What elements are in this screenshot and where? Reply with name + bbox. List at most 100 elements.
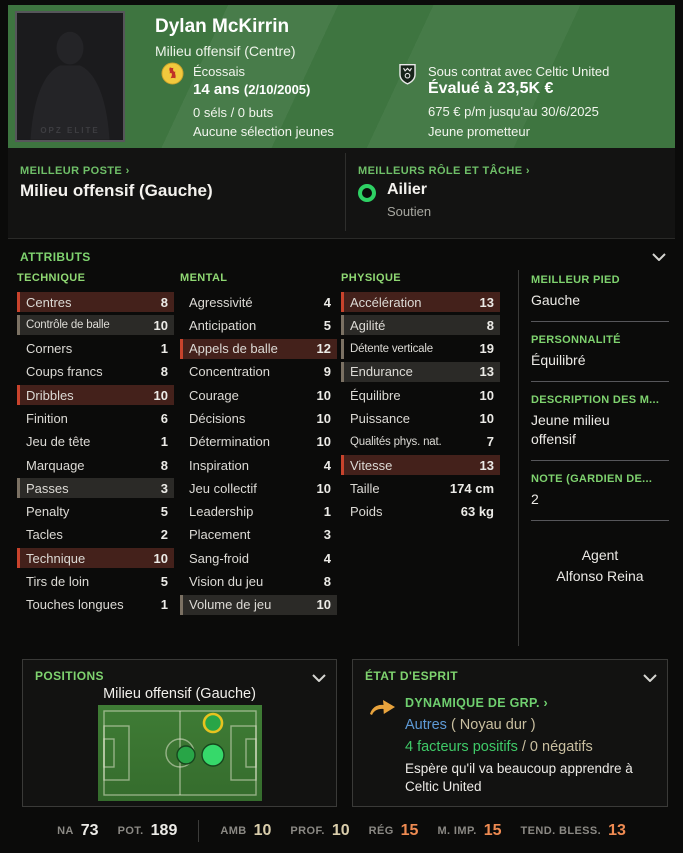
attribute-value: 8	[323, 574, 331, 590]
positive-factors-link[interactable]: 4 facteurs positifs	[405, 739, 518, 755]
divider	[531, 321, 669, 322]
attribute-value: 6	[160, 410, 168, 426]
attribute-value: 8	[160, 457, 168, 473]
player-header: OPZ ELITE Dylan McKirrin Milieu offensif…	[8, 5, 675, 148]
social-group-line: Autres ( Noyau dur )	[405, 717, 536, 733]
best-position-value: Milieu offensif (Gauche)	[20, 181, 213, 200]
attribute-label: Finition	[26, 410, 68, 426]
attribute-row: Agilité 8	[341, 315, 500, 336]
player-natural-position: Milieu offensif (Centre)	[155, 43, 296, 59]
attribute-label: Courage	[189, 387, 239, 403]
attribute-row: Sang-froid 4	[180, 548, 337, 568]
social-group-detail: ( Noyau dur )	[446, 717, 536, 733]
birthdate-value: (2/10/2005)	[243, 82, 311, 97]
attribute-label: Jeu collectif	[189, 480, 257, 496]
state-of-mind-panel: ÉTAT D'ESPRIT DYNAMIQUE DE GRP. › Autres…	[352, 659, 668, 807]
attribute-value: 3	[323, 527, 331, 543]
negative-factors-label: 0 négatifs	[529, 739, 593, 755]
attribute-row: Appels de balle 12	[180, 338, 337, 359]
position-dot[interactable]	[176, 745, 196, 765]
attribute-value: 9	[323, 364, 331, 380]
attribute-value: 1	[323, 504, 331, 520]
stat-value: 10	[331, 821, 350, 839]
hidden-attribute-stat: POT. 189	[118, 822, 178, 840]
best-role-link[interactable]: MEILLEURS RÔLE ET TÂCHE ›	[358, 165, 530, 177]
attribute-value: 63 kg	[460, 504, 494, 520]
youth-caps-label: Aucune sélection jeunes	[193, 124, 334, 139]
best-position-link[interactable]: MEILLEUR POSTE ›	[20, 165, 130, 177]
attribute-row: Courage 10	[180, 385, 337, 405]
positions-panel: POSITIONS Milieu offensif (Gauche)	[22, 659, 337, 807]
player-photo[interactable]: OPZ ELITE	[15, 11, 125, 142]
attribute-label: Vision du jeu	[189, 574, 264, 590]
attribute-value: 10	[153, 317, 168, 333]
attribute-row: Taille 174 cm	[341, 478, 500, 498]
sidebar-section-value: 2	[531, 491, 539, 507]
attribute-row: Technique 10	[17, 548, 174, 569]
stat-label: NA	[57, 824, 74, 837]
attribute-row: Volume de jeu 10	[180, 594, 337, 615]
sidebar-section: DESCRIPTION DES M... Jeune milieu offensif	[531, 394, 669, 449]
position-pitch-map[interactable]	[98, 705, 262, 801]
photo-watermark: OPZ ELITE	[40, 126, 100, 135]
transfer-value-label: Évalué à 23,5K €	[428, 80, 554, 97]
divider	[198, 819, 200, 842]
attribute-value: 1	[160, 597, 168, 613]
selected-position-dot[interactable]	[202, 712, 224, 734]
technique-column-header: TECHNIQUE	[17, 272, 86, 284]
attribute-row: Penalty 5	[17, 502, 174, 522]
attribute-label: Touches longues	[26, 597, 124, 613]
caps-goals-label: 0 séls / 0 buts	[193, 105, 274, 120]
physique-attributes-column: PHYSIQUE Accélération 13 Agilité 8 Détente v…	[341, 272, 500, 525]
attribute-label: Jeu de tête	[26, 434, 91, 450]
physique-column-header: PHYSIQUE	[341, 272, 402, 284]
factors-separator: /	[517, 739, 530, 755]
scotland-federation-icon	[161, 62, 184, 85]
social-group-link[interactable]: Autres	[405, 717, 447, 733]
stat-label: M. IMP.	[437, 824, 477, 837]
attribute-row: Qualités phys. nat. 7	[341, 432, 500, 452]
attribute-row: Touches longues 1	[17, 595, 174, 615]
player-comment: Espère qu'il va beaucoup apprendre à Cel…	[405, 761, 633, 794]
position-dot[interactable]	[201, 743, 225, 767]
attribute-value: 5	[160, 504, 168, 520]
sidebar-section: NOTE (GARDIEN DE... 2	[531, 473, 669, 509]
attributes-collapse-chevron-icon[interactable]	[652, 248, 666, 266]
attribute-value: 13	[479, 364, 494, 380]
stat-value: 73	[80, 821, 99, 839]
attribute-row: Tacles 2	[17, 525, 174, 545]
stat-label: PROF.	[290, 824, 325, 837]
stat-label: AMB	[220, 824, 247, 837]
attribute-label: Volume de jeu	[189, 597, 272, 613]
positions-collapse-chevron-icon[interactable]	[312, 669, 326, 687]
attribute-value: 13	[479, 294, 494, 310]
attribute-value: 8	[160, 294, 168, 310]
age-label: 14 ans (2/10/2005)	[193, 81, 310, 98]
attribute-row: Poids 63 kg	[341, 502, 500, 522]
attribute-label: Leadership	[189, 504, 254, 520]
attribute-row: Endurance 13	[341, 361, 500, 382]
sidebar-section-value: Équilibré	[531, 352, 586, 368]
attribute-label: Tacles	[26, 527, 63, 543]
attribute-value: 10	[316, 434, 331, 450]
attribute-label: Agilité	[350, 317, 386, 333]
attribute-row: Coups francs 8	[17, 362, 174, 382]
attribute-row: Leadership 1	[180, 502, 337, 522]
attribute-row: Vitesse 13	[341, 455, 500, 476]
state-of-mind-collapse-chevron-icon[interactable]	[643, 669, 657, 687]
state-of-mind-title: ÉTAT D'ESPRIT	[365, 669, 458, 683]
attribute-row: Inspiration 4	[180, 455, 337, 475]
sidebar-section-title: PERSONNALITÉ	[531, 334, 621, 346]
best-position-band: MEILLEUR POSTE › Milieu offensif (Gauche…	[8, 148, 675, 238]
mental-attributes-column: MENTAL Agressivité 4 Anticipation 5 Appels d…	[180, 272, 337, 618]
sidebar-section: MEILLEUR PIED Gauche	[531, 274, 669, 310]
attribute-value: 4	[323, 294, 331, 310]
group-dynamics-link[interactable]: DYNAMIQUE DE GRP. ›	[405, 696, 548, 710]
stat-value: 13	[608, 821, 626, 839]
attribute-value: 1	[160, 434, 168, 450]
attribute-row: Contrôle de balle 10	[17, 315, 174, 336]
attribute-value: 10	[153, 387, 168, 403]
attribute-label: Passes	[26, 480, 69, 496]
attribute-label: Placement	[189, 527, 251, 543]
attribute-label: Qualités phys. nat.	[350, 435, 442, 448]
